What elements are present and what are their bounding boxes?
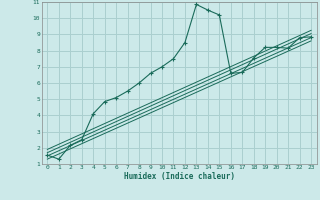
X-axis label: Humidex (Indice chaleur): Humidex (Indice chaleur) [124,172,235,181]
